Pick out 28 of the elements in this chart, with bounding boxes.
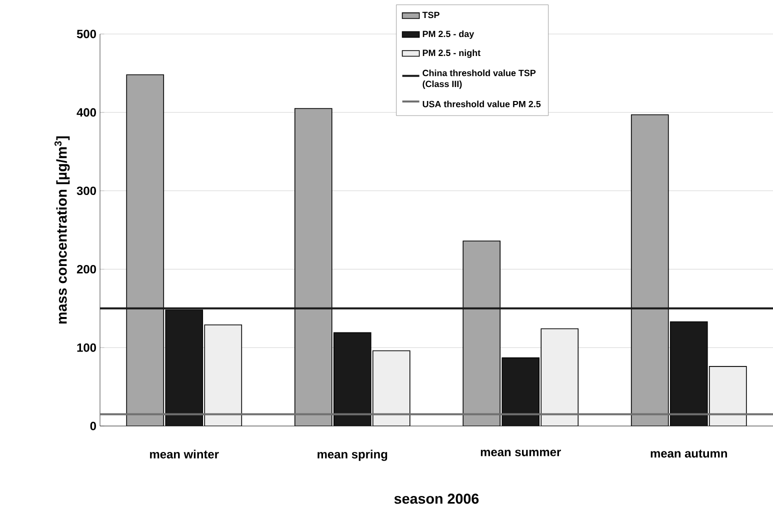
bar <box>126 74 164 426</box>
x-tick-label: mean summer <box>480 450 561 456</box>
x-tick-label: mean spring <box>318 450 388 461</box>
bar <box>204 324 242 426</box>
legend-label: USA threshold value PM 2.5 <box>422 100 541 108</box>
bar <box>540 328 579 426</box>
bar <box>294 108 332 426</box>
y-tick-label: 300 <box>76 186 96 196</box>
bar <box>630 114 669 426</box>
bar <box>708 366 747 426</box>
bar <box>333 332 372 426</box>
bar <box>502 357 540 426</box>
y-tick-label: 500 <box>76 30 96 38</box>
legend-label: TSP <box>422 12 440 18</box>
legend-label: PM 2.5 - day <box>422 30 474 39</box>
y-tick-label: 100 <box>77 343 96 352</box>
x-axis-title: season 2006 <box>394 494 479 504</box>
y-tick-label: 400 <box>76 108 96 117</box>
bar <box>670 321 708 426</box>
legend-label: PM 2.5 - night <box>422 49 480 58</box>
legend-label: China threshold value TSP (Class III) <box>422 70 536 89</box>
y-tick-label: 0 <box>90 422 96 430</box>
y-axis-title: mass concentration [µg/m$^{3}$] <box>54 136 70 324</box>
x-tick-label: mean autumn <box>650 450 727 458</box>
bar <box>462 240 501 426</box>
bar <box>372 350 410 426</box>
x-tick-label: mean winter <box>150 450 219 458</box>
y-tick-label: 200 <box>76 264 96 274</box>
